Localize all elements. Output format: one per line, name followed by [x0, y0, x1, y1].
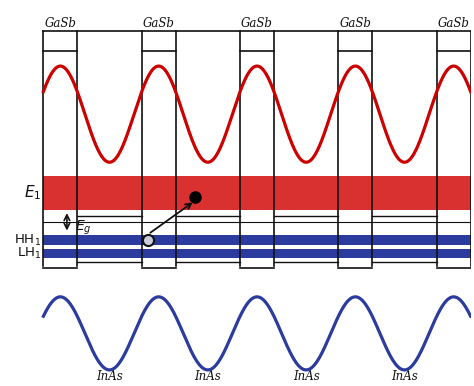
Text: $\mathregular{LH_1}$: $\mathregular{LH_1}$	[17, 246, 41, 261]
Text: $E_g$: $E_g$	[75, 218, 92, 237]
Text: GaSb: GaSb	[339, 17, 371, 30]
Text: GaSb: GaSb	[241, 17, 273, 30]
Text: GaSb: GaSb	[143, 17, 174, 30]
Bar	[44, 249, 471, 258]
Text: InAs: InAs	[293, 371, 319, 383]
Text: $\mathregular{HH_1}$: $\mathregular{HH_1}$	[14, 232, 41, 248]
Text: GaSb: GaSb	[438, 17, 470, 30]
Text: InAs: InAs	[194, 371, 221, 383]
Bar	[44, 176, 471, 210]
Text: GaSb: GaSb	[45, 17, 76, 30]
Text: InAs: InAs	[96, 371, 123, 383]
Text: $E_1$: $E_1$	[24, 184, 41, 202]
Bar	[44, 235, 471, 245]
Text: InAs: InAs	[391, 371, 418, 383]
